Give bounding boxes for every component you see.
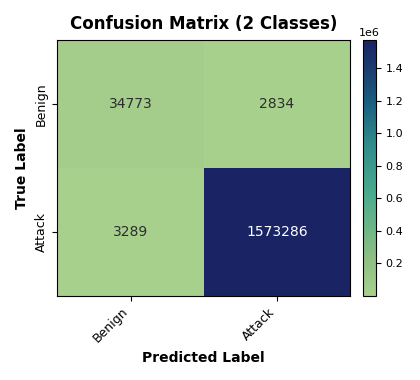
Text: 34773: 34773 [109, 97, 152, 111]
X-axis label: Predicted Label: Predicted Label [142, 351, 265, 365]
Title: 1e6: 1e6 [359, 28, 380, 38]
Text: 1573286: 1573286 [246, 225, 308, 239]
Y-axis label: True Label: True Label [15, 127, 29, 209]
Title: Confusion Matrix (2 Classes): Confusion Matrix (2 Classes) [70, 15, 338, 33]
Text: 3289: 3289 [113, 225, 148, 239]
Text: 2834: 2834 [260, 97, 294, 111]
